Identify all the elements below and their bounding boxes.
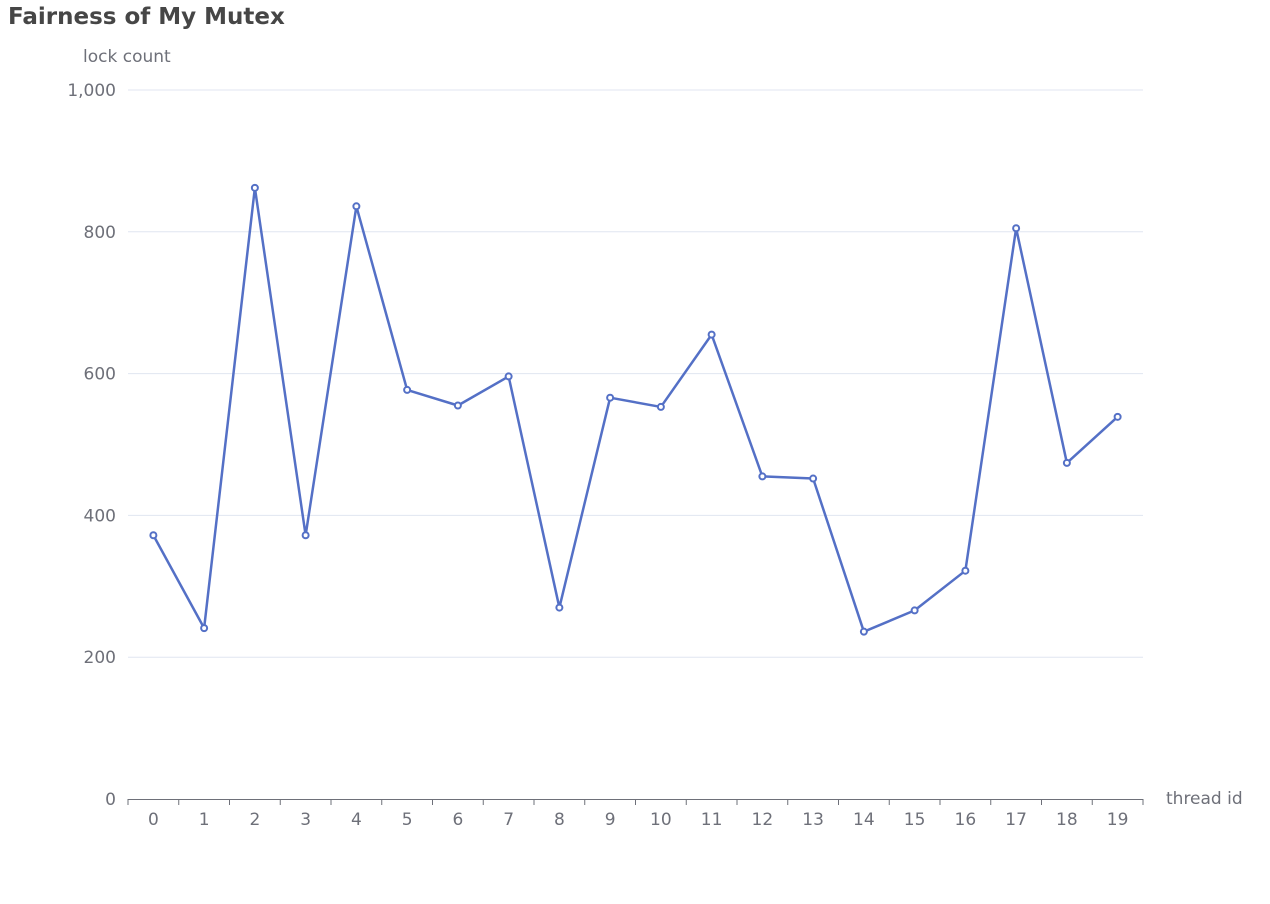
x-tick-label: 7 [503, 810, 514, 830]
x-tick-label: 18 [1056, 810, 1078, 830]
x-tick-label: 5 [402, 810, 413, 830]
x-tick-label: 3 [300, 810, 311, 830]
data-point [961, 566, 970, 575]
x-tick-label: 19 [1107, 810, 1129, 830]
data-point [1012, 224, 1021, 233]
y-tick-label: 1,000 [67, 81, 116, 101]
y-tick-label: 400 [84, 506, 116, 526]
y-tick-label: 800 [84, 223, 116, 243]
y-tick-label: 0 [105, 790, 116, 810]
data-point [453, 401, 462, 410]
data-point [403, 385, 412, 394]
data-point [910, 606, 919, 615]
series-line [152, 186, 1119, 633]
x-axis-label: thread id [1166, 789, 1243, 809]
y-tick-label: 200 [84, 648, 116, 668]
x-tick-label: 9 [605, 810, 616, 830]
data-point [1062, 458, 1071, 467]
x-tick-label: 13 [802, 810, 824, 830]
x-tick-label: 12 [752, 810, 774, 830]
x-tick-label: 11 [701, 810, 723, 830]
x-tick-label: 14 [853, 810, 875, 830]
data-point [555, 603, 564, 612]
data-point [758, 472, 767, 481]
data-point [301, 531, 310, 540]
chart-title: Fairness of My Mutex [8, 4, 285, 30]
x-tick-label: 1 [199, 810, 210, 830]
x-tick-label: 4 [351, 810, 362, 830]
data-point [809, 474, 818, 483]
y-tick-label: 600 [84, 365, 116, 385]
data-point [200, 624, 209, 633]
x-tick-label: 10 [650, 810, 672, 830]
x-tick-label: 17 [1005, 810, 1027, 830]
x-tick-label: 8 [554, 810, 565, 830]
data-point [504, 372, 513, 381]
data-point [149, 531, 158, 540]
x-tick-label: 16 [955, 810, 977, 830]
data-point [707, 330, 716, 339]
data-point [656, 402, 665, 411]
data-point [250, 183, 259, 192]
gridlines [128, 89, 1143, 658]
y-axis-label: lock count [83, 47, 171, 67]
x-axis: 0 1 2 3 4 5 6 7 8 9 10 11 12 13 14 15 16 17 18 19 [127, 799, 1144, 830]
data-point [352, 202, 361, 211]
x-tick-label: 2 [249, 810, 260, 830]
x-tick-label: 6 [452, 810, 463, 830]
y-axis: 0 200 400 600 800 1,000 [67, 81, 116, 810]
series-layer [149, 183, 1122, 636]
data-point [859, 627, 868, 636]
x-tick-label: 15 [904, 810, 926, 830]
data-point [606, 393, 615, 402]
x-tick-label: 0 [148, 810, 159, 830]
data-point [1113, 412, 1122, 421]
